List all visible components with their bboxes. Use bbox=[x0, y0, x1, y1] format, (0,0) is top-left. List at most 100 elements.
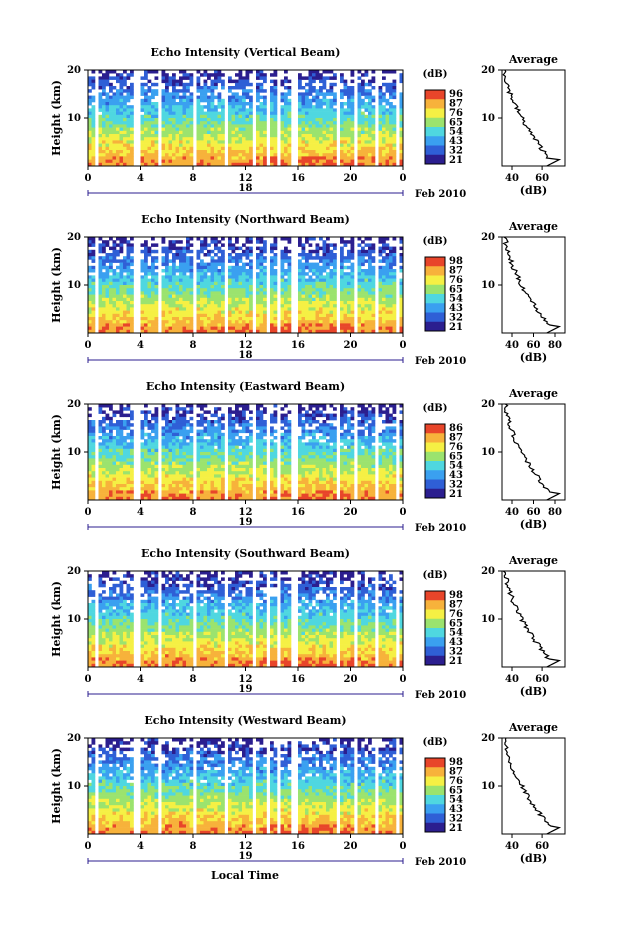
heatmap-cell bbox=[119, 95, 124, 100]
heatmap-cell bbox=[123, 156, 127, 160]
heatmap-cell bbox=[322, 301, 327, 305]
heatmap-cell bbox=[172, 256, 176, 260]
colorbar-tick-label: 54 bbox=[449, 294, 463, 305]
heatmap-cell bbox=[235, 420, 239, 424]
heatmap-cell bbox=[98, 108, 103, 112]
heatmap-cell bbox=[172, 140, 176, 144]
heatmap-cell bbox=[385, 407, 390, 411]
heatmap-cell bbox=[298, 272, 302, 276]
heatmap-cell bbox=[119, 317, 124, 321]
heatmap-cell bbox=[196, 98, 201, 103]
heatmap-cell bbox=[98, 304, 103, 308]
heatmap-cell bbox=[189, 326, 194, 331]
heatmap-cell bbox=[186, 127, 190, 132]
heatmap-cell bbox=[203, 253, 208, 257]
date-label: Feb 2010 bbox=[415, 189, 466, 200]
heatmap-cell bbox=[214, 420, 218, 424]
heatmap-cell bbox=[88, 310, 92, 315]
heatmap-cell bbox=[242, 153, 246, 157]
heatmap-cell bbox=[182, 317, 187, 321]
heatmap-cell bbox=[273, 111, 278, 116]
heatmap-cell bbox=[333, 102, 337, 106]
heatmap-cell bbox=[238, 275, 243, 279]
heatmap-cell bbox=[144, 240, 148, 244]
heatmap-cell bbox=[273, 153, 278, 157]
heatmap-cell bbox=[214, 265, 218, 270]
heatmap-cell bbox=[312, 269, 316, 273]
heatmap-cell bbox=[361, 320, 365, 324]
heatmap-cell bbox=[308, 146, 313, 151]
heatmap-cell bbox=[287, 304, 292, 308]
heatmap-cell bbox=[392, 317, 397, 321]
heatmap-cell bbox=[168, 445, 173, 450]
heatmap-cell bbox=[350, 423, 355, 427]
heatmap-cell bbox=[284, 285, 288, 289]
heatmap-cell bbox=[361, 301, 365, 305]
heatmap-cell bbox=[280, 420, 285, 424]
panel-1: Echo Intensity (Northward Beam)2010Heigh… bbox=[50, 213, 566, 367]
heatmap-cell bbox=[347, 416, 351, 421]
heatmap-cell bbox=[140, 436, 145, 440]
heatmap-cell bbox=[123, 310, 127, 315]
heatmap-cell bbox=[385, 307, 390, 311]
heatmap-cell bbox=[151, 243, 155, 247]
heatmap-cell bbox=[378, 278, 383, 283]
heatmap-cell bbox=[263, 323, 267, 327]
heatmap-cell bbox=[154, 121, 159, 125]
heatmap-cell bbox=[312, 294, 316, 299]
heatmap-cell bbox=[168, 442, 173, 446]
heatmap-cell bbox=[308, 445, 313, 450]
heatmap-cell bbox=[287, 108, 292, 112]
heatmap-cell bbox=[165, 436, 169, 440]
heatmap-cell bbox=[350, 265, 355, 270]
heatmap-cell bbox=[231, 137, 236, 141]
heatmap-cell bbox=[329, 159, 334, 164]
heatmap-cell bbox=[200, 275, 204, 279]
heatmap-cell bbox=[340, 130, 344, 135]
heatmap-cell bbox=[116, 307, 120, 311]
heatmap-cell bbox=[350, 285, 355, 289]
heatmap bbox=[88, 404, 404, 501]
heatmap-cell bbox=[361, 269, 365, 273]
heatmap-cell bbox=[168, 301, 173, 305]
heatmap-cell bbox=[368, 259, 372, 263]
heatmap-cell bbox=[189, 329, 194, 334]
heatmap-cell bbox=[119, 121, 124, 125]
heatmap-cell bbox=[203, 134, 208, 138]
heatmap-cell bbox=[217, 304, 222, 308]
heatmap-cell bbox=[186, 310, 190, 315]
heatmap-cell bbox=[322, 140, 327, 144]
heatmap-cell bbox=[210, 98, 215, 103]
x-tick-label: 4 bbox=[137, 340, 144, 351]
heatmap-cell bbox=[144, 294, 148, 299]
heatmap-cell bbox=[245, 130, 250, 135]
heatmap-cell bbox=[312, 304, 316, 308]
heatmap-cell bbox=[242, 82, 246, 87]
heatmap-cell bbox=[371, 445, 376, 450]
heatmap-cell bbox=[98, 92, 103, 96]
heatmap-cell bbox=[112, 111, 117, 116]
heatmap-cell bbox=[126, 92, 131, 96]
heatmap-cell bbox=[361, 121, 365, 125]
heatmap-cell bbox=[242, 313, 246, 318]
heatmap-cell bbox=[123, 70, 127, 74]
heatmap-cell bbox=[249, 262, 253, 267]
heatmap-cell bbox=[172, 124, 176, 128]
heatmap-cell bbox=[116, 143, 120, 148]
heatmap-cell bbox=[385, 278, 390, 283]
heatmap-cell bbox=[263, 140, 267, 144]
heatmap-cell bbox=[231, 256, 236, 260]
heatmap-cell bbox=[102, 278, 106, 283]
heatmap-cell bbox=[161, 76, 166, 80]
heatmap-cell bbox=[329, 436, 334, 440]
heatmap-cell bbox=[235, 429, 239, 434]
heatmap-cell bbox=[284, 98, 288, 103]
heatmap-cell bbox=[165, 426, 169, 430]
heatmap-cell bbox=[207, 278, 211, 283]
heatmap-cell bbox=[361, 253, 365, 257]
heatmap-cell bbox=[378, 124, 383, 128]
heatmap-cell bbox=[154, 317, 159, 321]
heatmap-cell bbox=[119, 130, 124, 135]
heatmap-cell bbox=[235, 256, 239, 260]
heatmap-cell bbox=[161, 429, 166, 434]
